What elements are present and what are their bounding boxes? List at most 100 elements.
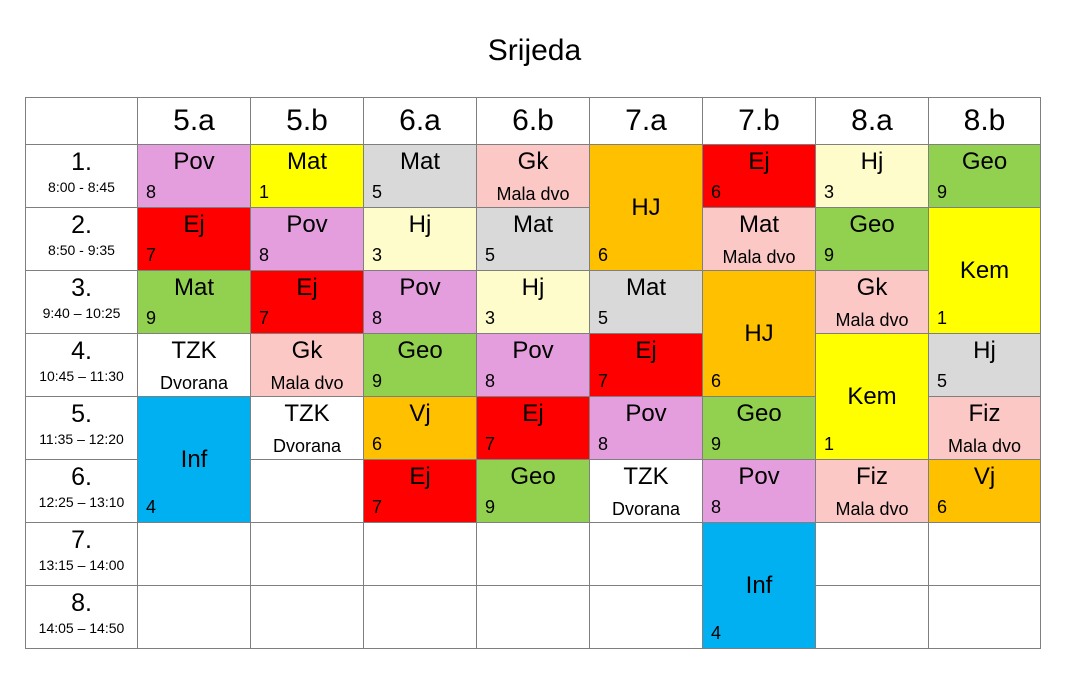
lesson-cell: Geo 9 xyxy=(815,207,929,271)
lesson-subject: Geo xyxy=(961,148,1008,175)
lesson-subject: Ej xyxy=(183,211,205,238)
lesson-cell: Hj 3 xyxy=(476,270,590,334)
lesson-room: 8 xyxy=(259,245,270,265)
lesson-subject: Pov xyxy=(173,148,215,175)
lesson-cell: Pov 8 xyxy=(250,207,364,271)
period-number: 2. xyxy=(71,211,92,239)
lesson-cell-empty xyxy=(137,585,251,649)
lesson-subject: Hj xyxy=(973,337,996,364)
lesson-cell-empty xyxy=(589,585,703,649)
lesson-subject: TZK xyxy=(171,337,217,364)
lesson-cell: Mat 5 xyxy=(476,207,590,271)
lesson-subject: Pov xyxy=(399,274,441,301)
lesson-cell: Pov 8 xyxy=(476,333,590,397)
lesson-subject: Geo xyxy=(510,463,556,490)
corner-cell xyxy=(25,97,138,145)
lesson-room: 9 xyxy=(372,371,383,391)
period-time: 9:40 – 10:25 xyxy=(42,305,121,321)
lesson-subject: Hj xyxy=(408,211,432,238)
lesson-cell: Pov 8 xyxy=(589,396,703,460)
lesson-room: 6 xyxy=(937,497,948,517)
lesson-subject: Pov xyxy=(738,463,780,490)
period-row: 2. 8:50 - 9:35 Ej 7 Pov 8 Hj 3 Mat 5 Mat Mala… xyxy=(25,207,1041,334)
period-row: 5. 11:35 – 12:20 Inf 4 TZK Dvorana Vj 6 Ej 7… xyxy=(25,396,1041,523)
lesson-cell: Inf 4 xyxy=(137,396,251,523)
lesson-cell-empty xyxy=(363,522,477,586)
lesson-cell: TZK Dvorana xyxy=(589,459,703,523)
lesson-room: 9 xyxy=(485,497,496,517)
timetable: 5.a 5.b 6.a 6.b 7.a 7.b 8.a 8.b 1. 8:00 … xyxy=(25,97,1041,649)
period-number: 8. xyxy=(71,589,92,617)
period-time: 14:05 – 14:50 xyxy=(38,620,125,636)
lesson-room: 1 xyxy=(937,308,948,328)
lesson-room: 7 xyxy=(259,308,270,328)
lesson-subject: Kem xyxy=(847,382,897,410)
lesson-cell: HJ 6 xyxy=(702,270,816,397)
lesson-cell: Kem 1 xyxy=(928,207,1041,334)
lesson-subject: Mat xyxy=(512,211,553,238)
lesson-cell: Mat 9 xyxy=(137,270,251,334)
lesson-room: 3 xyxy=(824,182,835,202)
lesson-cell: Geo 9 xyxy=(363,333,477,397)
lesson-cell: Ej 7 xyxy=(137,207,251,271)
lesson-subject: Kem xyxy=(959,256,1010,284)
lesson-room: 7 xyxy=(485,434,496,454)
lesson-subject: Vj xyxy=(409,400,431,427)
period-row: 4. 10:45 – 11:30 TZK Dvorana Gk Mala dvo G… xyxy=(25,333,1041,460)
lesson-cell: Vj 6 xyxy=(363,396,477,460)
lesson-room: Mala dvo xyxy=(722,247,796,267)
lesson-subject: Ej xyxy=(296,274,318,301)
lesson-cell-empty xyxy=(363,585,477,649)
lesson-room: 1 xyxy=(259,182,270,202)
lesson-cell: Mat 1 xyxy=(250,144,364,208)
lesson-cell: Kem 1 xyxy=(815,333,929,460)
class-header: 5.a xyxy=(137,97,251,145)
lesson-cell: Mat 5 xyxy=(589,270,703,334)
lesson-cell: Pov 8 xyxy=(137,144,251,208)
lesson-cell: Inf 4 xyxy=(702,522,816,649)
lesson-room: 9 xyxy=(146,308,157,328)
lesson-subject: Inf xyxy=(745,571,773,599)
lesson-subject: Mat xyxy=(286,148,327,175)
lesson-cell: Geo 9 xyxy=(476,459,590,523)
lesson-cell: Ej 7 xyxy=(589,333,703,397)
lesson-subject: Geo xyxy=(397,337,443,364)
class-header: 6.a xyxy=(363,97,477,145)
lesson-room: 8 xyxy=(146,182,157,202)
period-number: 5. xyxy=(71,400,92,428)
lesson-cell: Fiz Mala dvo xyxy=(928,396,1041,460)
header-row: 5.a 5.b 6.a 6.b 7.a 7.b 8.a 8.b xyxy=(25,97,1041,145)
lesson-subject: Geo xyxy=(736,400,782,427)
lesson-subject: Fiz xyxy=(856,463,888,490)
lesson-subject: Gk xyxy=(291,337,323,364)
lesson-room: 7 xyxy=(146,245,157,265)
period-time: 8:00 - 8:45 xyxy=(48,179,115,195)
lesson-cell: Pov 8 xyxy=(363,270,477,334)
lesson-cell-empty xyxy=(250,585,364,649)
period-row: 8. 14:05 – 14:50 xyxy=(25,585,1041,649)
lesson-room: 4 xyxy=(711,623,722,643)
lesson-cell: Ej 7 xyxy=(250,270,364,334)
lesson-subject: Fiz xyxy=(968,400,1001,427)
lesson-subject: Pov xyxy=(512,337,554,364)
class-header: 7.b xyxy=(702,97,816,145)
lesson-room: 6 xyxy=(372,434,383,454)
period-number: 1. xyxy=(71,148,92,176)
lesson-subject: Vj xyxy=(973,463,996,490)
lesson-room: Dvorana xyxy=(159,373,229,393)
lesson-subject: HJ xyxy=(631,193,661,221)
lesson-room: 9 xyxy=(937,182,948,202)
lesson-room: 8 xyxy=(711,497,722,517)
period-row: 3. 9:40 – 10:25 Mat 9 Ej 7 Pov 8 Hj 3 Mat 5 H… xyxy=(25,270,1041,397)
lesson-subject: Mat xyxy=(738,211,779,238)
lesson-room: 5 xyxy=(372,182,383,202)
lesson-subject: Ej xyxy=(635,337,657,364)
lesson-cell: TZK Dvorana xyxy=(250,396,364,460)
period-time: 10:45 – 11:30 xyxy=(39,368,124,384)
lesson-cell: Ej 7 xyxy=(363,459,477,523)
lesson-room: 5 xyxy=(485,245,496,265)
lesson-subject: Pov xyxy=(625,400,667,427)
class-header: 5.b xyxy=(250,97,364,145)
period-number: 3. xyxy=(71,274,92,302)
lesson-room: 8 xyxy=(372,308,383,328)
